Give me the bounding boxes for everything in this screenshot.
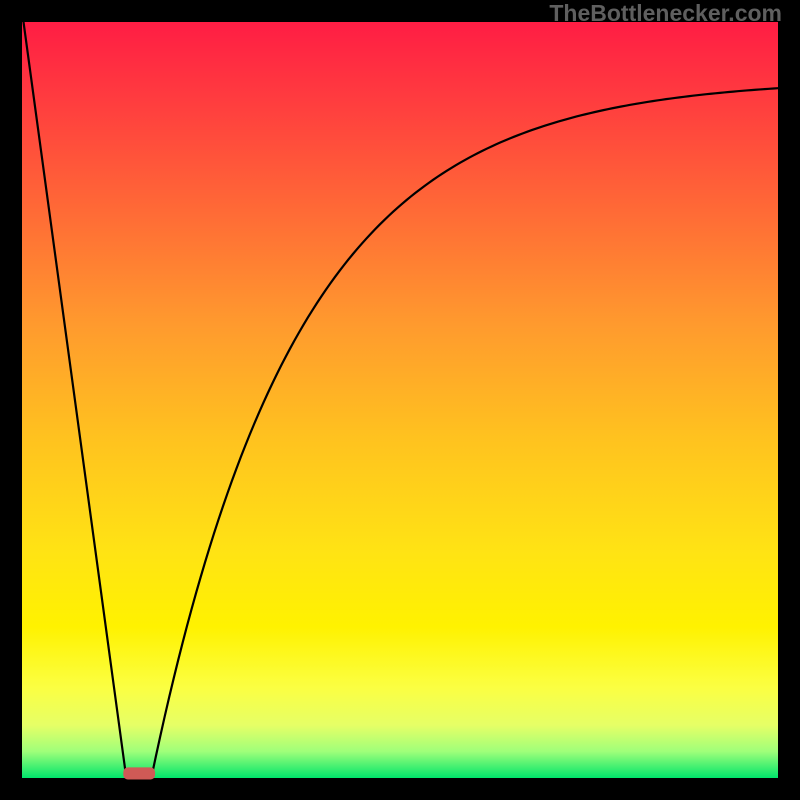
valley-marker [123, 767, 155, 779]
plot-area [22, 22, 778, 778]
chart-stage: TheBottlenecker.com [0, 0, 800, 800]
chart-svg [0, 0, 800, 800]
